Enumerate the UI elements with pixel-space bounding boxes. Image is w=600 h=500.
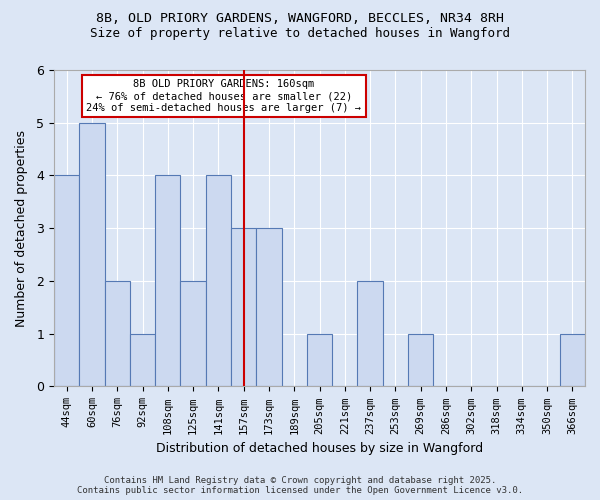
Text: Size of property relative to detached houses in Wangford: Size of property relative to detached ho… <box>90 28 510 40</box>
Bar <box>155 176 181 386</box>
Text: Contains HM Land Registry data © Crown copyright and database right 2025.
Contai: Contains HM Land Registry data © Crown c… <box>77 476 523 495</box>
Bar <box>181 281 206 386</box>
Text: 8B OLD PRIORY GARDENS: 160sqm
← 76% of detached houses are smaller (22)
24% of s: 8B OLD PRIORY GARDENS: 160sqm ← 76% of d… <box>86 80 361 112</box>
Bar <box>408 334 433 386</box>
Bar <box>54 176 79 386</box>
Bar <box>256 228 281 386</box>
Bar <box>206 176 231 386</box>
X-axis label: Distribution of detached houses by size in Wangford: Distribution of detached houses by size … <box>156 442 483 455</box>
Bar <box>231 228 256 386</box>
Y-axis label: Number of detached properties: Number of detached properties <box>15 130 28 326</box>
Text: 8B, OLD PRIORY GARDENS, WANGFORD, BECCLES, NR34 8RH: 8B, OLD PRIORY GARDENS, WANGFORD, BECCLE… <box>96 12 504 26</box>
Bar <box>307 334 332 386</box>
Bar <box>358 281 383 386</box>
Bar <box>104 281 130 386</box>
Bar <box>79 122 104 386</box>
Bar <box>130 334 155 386</box>
Bar <box>560 334 585 386</box>
